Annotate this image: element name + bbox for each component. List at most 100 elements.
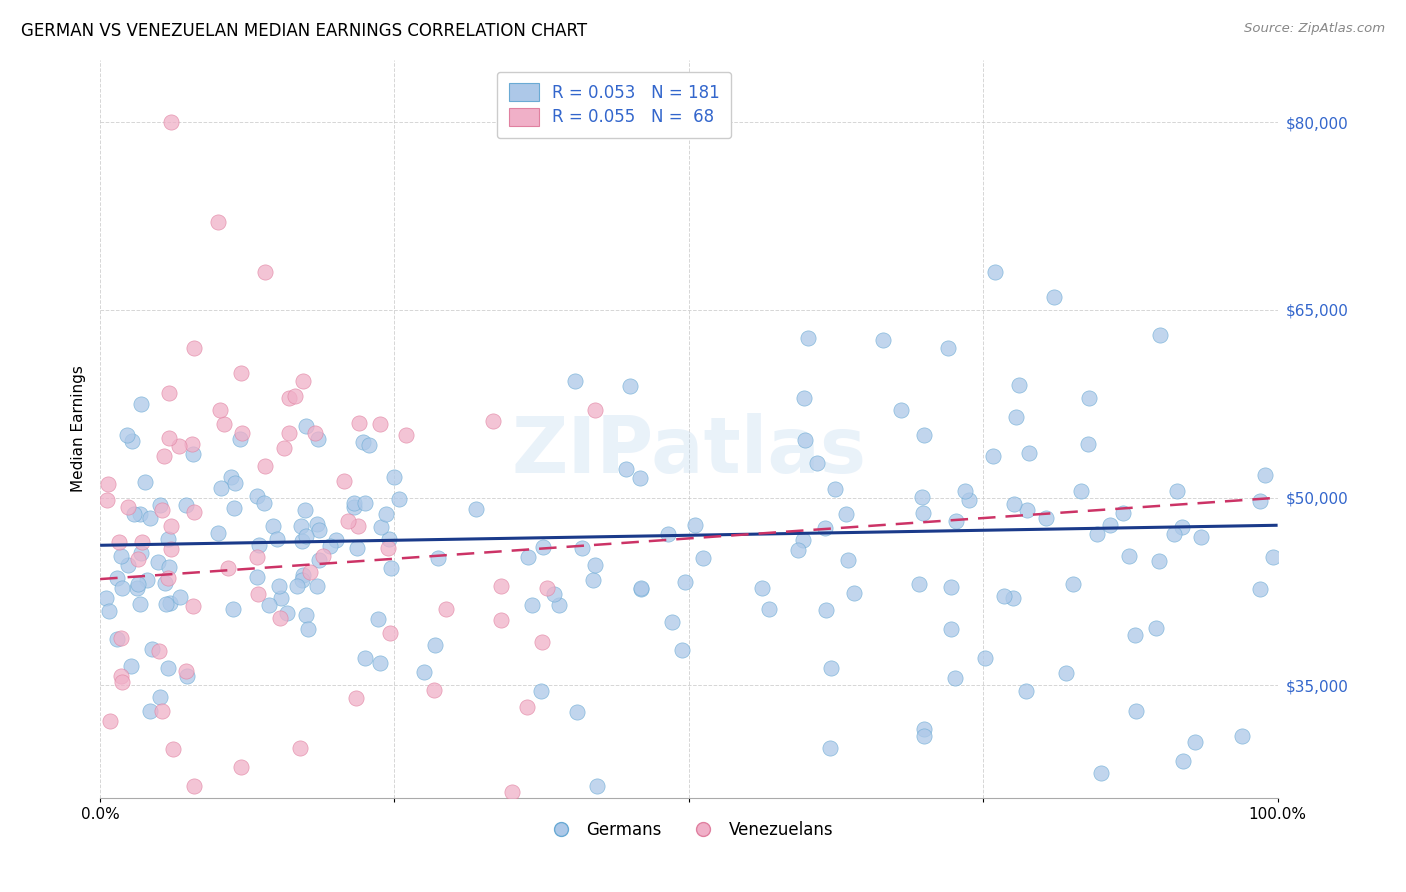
Point (97, 476, 120, 491)
Point (1166, 483, 1188, 498)
Point (262, 519, 284, 533)
Point (305, 579, 328, 593)
Point (125, 581, 148, 595)
Point (628, 471, 651, 485)
Point (285, 579, 308, 593)
Point (270, 591, 292, 605)
Point (815, 603, 838, 617)
Point (139, 704, 162, 718)
Point (1078, 391, 1101, 405)
Point (548, 598, 571, 612)
Point (872, 333, 894, 347)
Point (787, 542, 810, 557)
Point (352, 434, 374, 449)
Point (346, 541, 368, 555)
Point (120, 659, 142, 673)
Point (516, 700, 538, 714)
Point (941, 580, 963, 594)
Point (312, 549, 335, 563)
Point (167, 440, 190, 454)
Point (993, 590, 1015, 604)
Point (277, 391, 299, 405)
Point (911, 506, 934, 520)
Point (1035, 510, 1057, 524)
Point (157, 386, 180, 401)
Point (395, 428, 418, 442)
Point (380, 561, 402, 575)
Point (1017, 503, 1039, 517)
Point (630, 582, 652, 597)
Point (217, 561, 239, 575)
Point (530, 635, 553, 649)
Point (157, 571, 180, 585)
Point (162, 742, 184, 756)
Point (299, 565, 322, 579)
Point (155, 597, 177, 611)
Point (354, 496, 377, 510)
Point (246, 550, 269, 565)
Point (149, 690, 172, 704)
Point (110, 549, 132, 563)
Point (141, 642, 163, 657)
Point (176, 669, 198, 683)
Point (912, 729, 935, 743)
Point (1149, 328, 1171, 343)
Point (346, 519, 368, 533)
Point (984, 265, 1007, 279)
Point (150, 704, 173, 718)
Point (246, 489, 269, 503)
Point (284, 388, 307, 402)
Point (943, 671, 966, 685)
Point (117, 500, 139, 514)
Point (378, 625, 401, 640)
Point (122, 507, 145, 521)
Point (835, 507, 858, 521)
Point (797, 331, 820, 345)
Point (912, 723, 935, 737)
Point (945, 514, 967, 528)
Point (307, 433, 329, 447)
Point (1261, 550, 1284, 565)
Point (657, 527, 679, 541)
Point (337, 514, 360, 528)
Point (174, 498, 197, 512)
Point (111, 675, 134, 690)
Point (231, 760, 253, 774)
Point (844, 586, 866, 600)
Point (253, 496, 276, 510)
Point (121, 434, 143, 448)
Point (343, 500, 366, 515)
Point (957, 492, 980, 507)
Point (181, 447, 204, 461)
Point (134, 475, 156, 489)
Point (1007, 378, 1029, 392)
Point (294, 502, 316, 516)
Point (344, 691, 367, 706)
Point (890, 403, 912, 417)
Point (290, 519, 312, 533)
Point (368, 656, 391, 670)
Point (1189, 530, 1212, 544)
Point (423, 638, 446, 652)
Point (673, 574, 696, 589)
Point (157, 661, 180, 675)
Point (319, 539, 342, 553)
Point (107, 535, 129, 549)
Point (183, 505, 205, 519)
Point (1098, 517, 1121, 532)
Point (939, 623, 962, 637)
Point (375, 507, 398, 521)
Point (246, 570, 269, 584)
Point (183, 779, 205, 793)
Point (412, 665, 434, 679)
Point (231, 366, 253, 380)
Point (131, 397, 153, 411)
Point (908, 576, 931, 591)
Point (342, 496, 364, 510)
Point (146, 555, 169, 569)
Point (794, 433, 817, 447)
Point (127, 577, 149, 591)
Point (516, 549, 538, 564)
Point (973, 650, 995, 665)
Point (1062, 577, 1084, 591)
